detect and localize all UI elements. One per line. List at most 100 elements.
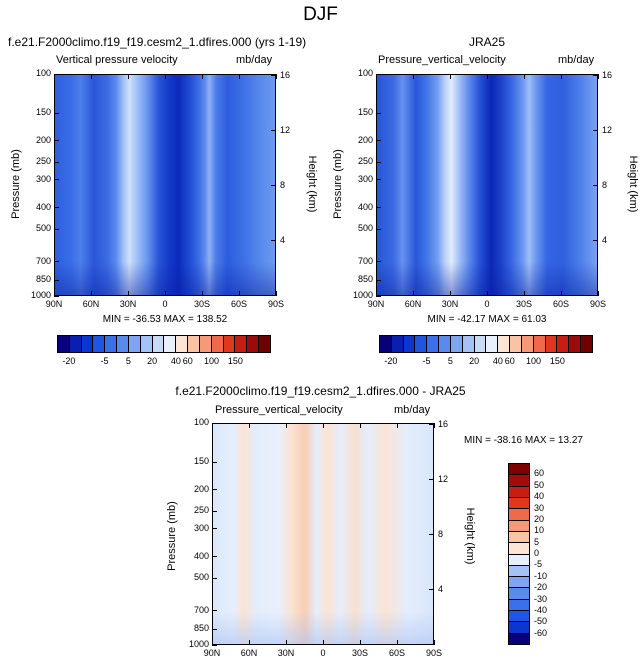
panel1-xtick-label: 60S	[230, 299, 247, 309]
cb1-swatch	[151, 336, 164, 352]
cb3-swatch	[509, 587, 529, 599]
cb3-label: -5	[534, 559, 543, 570]
panel3-ytick-label: 150	[193, 456, 209, 467]
panel1-xtick-top	[164, 74, 166, 79]
panel3-ytick-label: 1000	[188, 639, 209, 649]
panel1-ytick	[54, 73, 59, 75]
panel2-ytick	[376, 112, 381, 114]
cb3-label: 60	[534, 468, 545, 479]
figure-title: DJF	[303, 4, 338, 25]
panel1-xtick-label: 60N	[82, 299, 100, 309]
panel3-unit-label: mb/day	[394, 404, 431, 416]
panel3-xtick-top	[396, 423, 398, 428]
panel3-htick	[429, 534, 434, 536]
panel3-xtick-label: 90N	[203, 648, 221, 658]
panel2-xtick-top	[560, 74, 562, 79]
panel1-htick	[271, 240, 276, 242]
panel1-ytick	[54, 161, 59, 163]
cb3-swatch	[509, 519, 529, 531]
panel3-xtick-top	[322, 423, 324, 428]
panel2-htick-label: 4	[602, 234, 608, 245]
panel2-xtick-top	[523, 74, 525, 79]
panel2-title: JRA25	[468, 35, 506, 49]
cb3-swatch	[509, 621, 529, 633]
cb1-swatch	[234, 336, 247, 352]
cb2-label: 150	[549, 356, 565, 366]
panel1-ytick	[54, 228, 59, 230]
cb1-label: 60	[182, 356, 193, 366]
panel3-ytick-label: 500	[193, 572, 209, 583]
panel2-ytick	[376, 228, 381, 230]
cb3-swatch	[509, 508, 529, 520]
panel1-xtick-top	[53, 74, 55, 79]
panel2-ytick-label: 300	[357, 173, 373, 184]
cb3-label: 0	[534, 548, 540, 558]
cb3-label: -10	[534, 570, 548, 581]
cb3-label: -20	[534, 582, 548, 593]
panel2-xtick	[412, 291, 414, 296]
panel1-ylabel-right: Height (km)	[306, 155, 318, 213]
cb2-swatch	[532, 336, 545, 352]
cb1-swatch	[198, 336, 211, 352]
panel2-ytick-label: 150	[357, 107, 373, 118]
cb1-swatch	[175, 336, 188, 352]
panel1-var-label: Vertical pressure velocity	[56, 54, 178, 66]
cb1-swatch	[92, 336, 105, 352]
cb3-swatch	[509, 485, 529, 497]
cb3-swatch	[509, 464, 529, 475]
cb2-swatch	[509, 336, 521, 352]
panel3-xtick-top	[248, 423, 250, 428]
panel3-stats: MIN = -38.16 MAX = 13.27	[464, 435, 583, 446]
panel2-ylabel-right: Height (km)	[627, 155, 639, 213]
cb2-swatch	[556, 336, 569, 352]
panel2-ytick	[376, 179, 381, 181]
panel1-ytick-label: 500	[35, 223, 51, 234]
panel3-xtick	[322, 640, 324, 645]
cb3-label: -60	[534, 627, 548, 638]
cb2-label: -20	[384, 356, 398, 366]
panel3-xtick	[285, 640, 287, 645]
cb3-swatch	[509, 474, 529, 486]
panel2-xtick	[486, 291, 488, 296]
panel2-htick	[593, 75, 598, 77]
panel3-ylabel: Pressure (mb)	[166, 501, 178, 571]
panel2-xtick	[449, 291, 451, 296]
panel2-xtick-top	[449, 74, 451, 79]
panel1-ytick-label: 1000	[30, 290, 51, 300]
panel1-xtick-top	[201, 74, 203, 79]
panel1-xtick	[164, 291, 166, 296]
panel1-ytick-label: 400	[35, 201, 51, 212]
cb2-swatch	[449, 336, 462, 352]
colorbar-panel1	[57, 335, 271, 353]
panel1-htick-label: 16	[280, 69, 291, 80]
cb3-label: 40	[534, 491, 545, 502]
cb2-label: 5	[447, 356, 453, 366]
panel2-ytick	[376, 279, 381, 281]
panel1-xtick-top	[127, 74, 129, 79]
cb1-swatch	[80, 336, 93, 352]
panel1-xtick	[201, 291, 203, 296]
panel2-surface-band	[376, 262, 598, 296]
panel1-xtick-label: 90N	[45, 299, 63, 309]
panel3-ylabel-right: Height (km)	[464, 507, 476, 565]
panel3-ytick-label: 250	[193, 505, 209, 516]
panel1-xtick-top	[275, 74, 277, 79]
panel2-xtick	[597, 291, 599, 296]
panel3-heatmap	[212, 423, 434, 645]
panel2-htick	[593, 185, 598, 187]
panel3-ytick	[212, 628, 217, 630]
panel3-xtick-label: 30S	[351, 648, 368, 658]
panel1-ytick	[54, 179, 59, 181]
panel3-htick-label: 12	[438, 473, 449, 484]
cb2-swatch	[497, 336, 510, 352]
panel3-xtick-label: 60S	[388, 648, 405, 658]
panel3-htick	[429, 589, 434, 591]
panel3-ytick-label: 200	[193, 483, 209, 494]
panel1-xtick	[90, 291, 92, 296]
panel2-ytick	[376, 207, 381, 209]
cb1-swatch	[58, 336, 69, 352]
panel2-xtick-label: 90N	[367, 299, 385, 309]
panel1-xtick-top	[238, 74, 240, 79]
panel1-ytick-label: 200	[35, 134, 51, 145]
panel1-unit-label: mb/day	[236, 54, 273, 66]
